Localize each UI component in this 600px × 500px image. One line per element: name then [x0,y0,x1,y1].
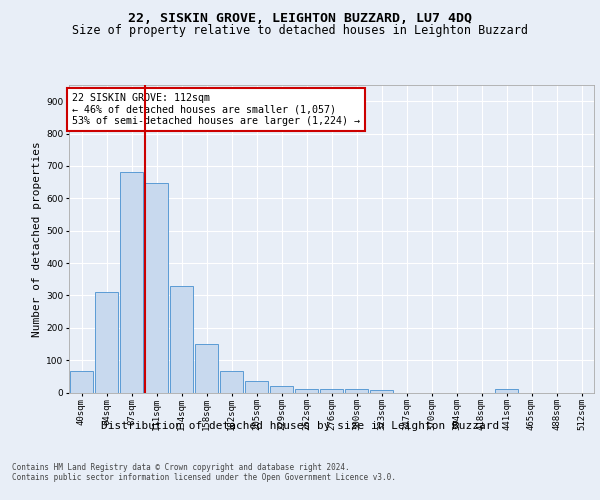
Text: Distribution of detached houses by size in Leighton Buzzard: Distribution of detached houses by size … [101,421,499,431]
Bar [95,292,118,392]
Bar [320,390,343,392]
Bar [120,172,143,392]
Bar [270,386,293,392]
Text: Contains HM Land Registry data © Crown copyright and database right 2024.
Contai: Contains HM Land Registry data © Crown c… [12,462,396,482]
Text: 22, SISKIN GROVE, LEIGHTON BUZZARD, LU7 4DQ: 22, SISKIN GROVE, LEIGHTON BUZZARD, LU7 … [128,12,472,26]
Bar [70,372,93,392]
Bar [295,390,318,392]
Bar [370,390,393,392]
Bar [195,344,218,393]
Text: 22 SISKIN GROVE: 112sqm
← 46% of detached houses are smaller (1,057)
53% of semi: 22 SISKIN GROVE: 112sqm ← 46% of detache… [71,92,359,126]
Y-axis label: Number of detached properties: Number of detached properties [32,141,42,336]
Bar [345,390,368,392]
Bar [245,381,268,392]
Text: Size of property relative to detached houses in Leighton Buzzard: Size of property relative to detached ho… [72,24,528,37]
Bar [170,286,193,393]
Bar [220,372,243,392]
Bar [495,390,518,392]
Bar [145,183,168,392]
